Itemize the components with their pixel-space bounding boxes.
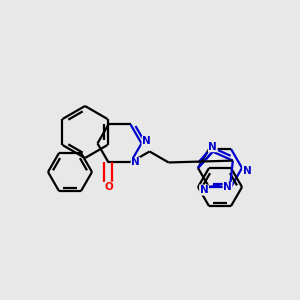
- Text: N: N: [200, 185, 208, 195]
- Text: N: N: [131, 158, 140, 167]
- Text: N: N: [243, 166, 251, 176]
- Text: O: O: [104, 182, 113, 192]
- Text: N: N: [223, 182, 232, 193]
- Text: N: N: [208, 142, 217, 152]
- Text: N: N: [142, 136, 151, 146]
